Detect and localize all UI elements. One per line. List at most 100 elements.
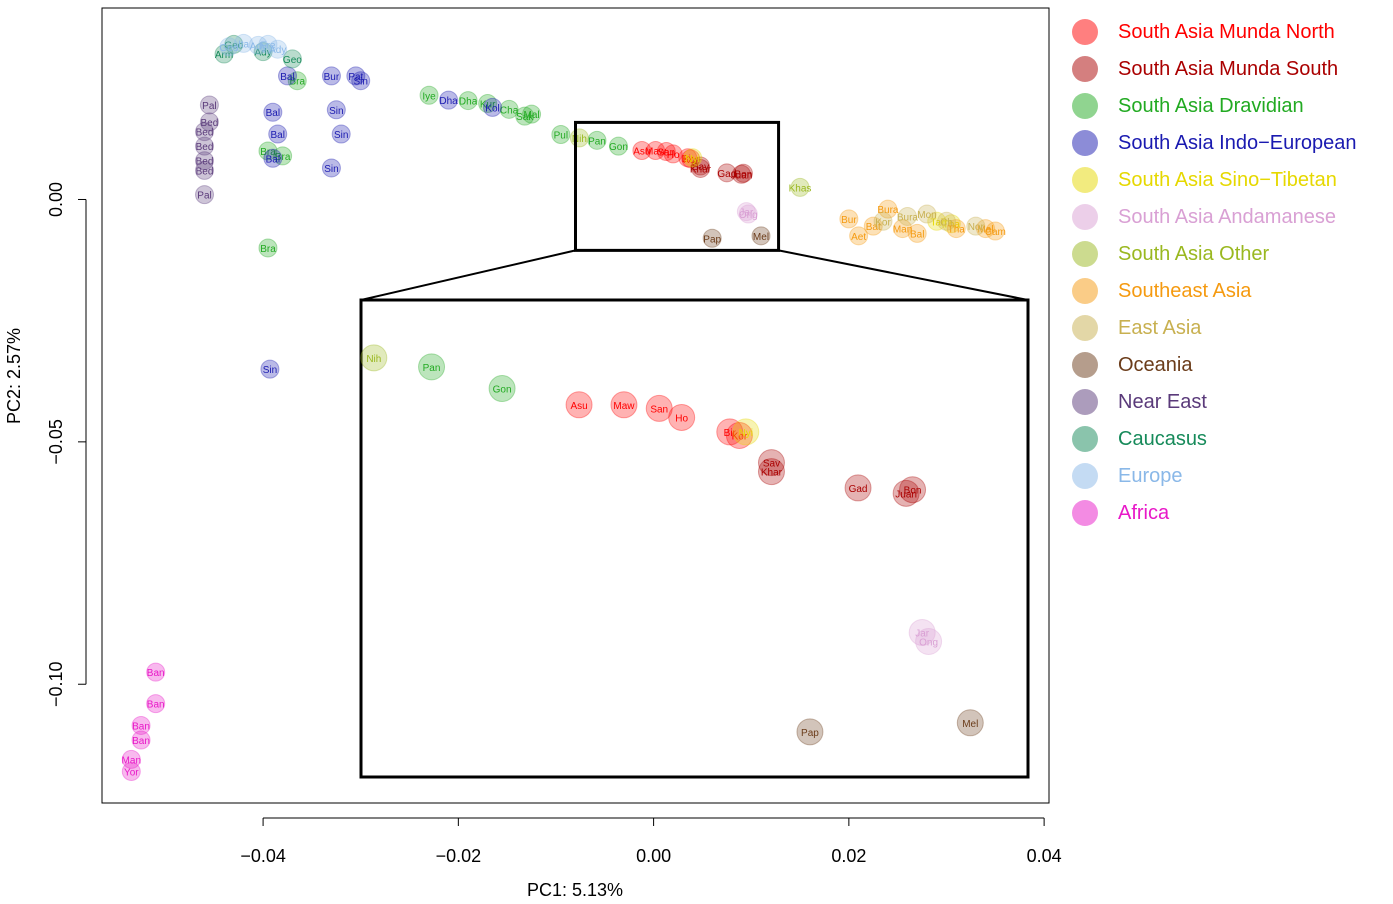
- point-marker: [195, 160, 215, 180]
- point-marker: [195, 136, 215, 156]
- zoom-inset-box: [359, 298, 1030, 779]
- legend-label: Caucasus: [1118, 428, 1207, 450]
- point-marker: [260, 359, 280, 379]
- inset-point-label: Nyi: [739, 428, 753, 439]
- data-point: Man: [893, 219, 912, 239]
- inset-data-point: Sav: [757, 449, 785, 477]
- data-point: Sav: [690, 156, 710, 176]
- point-label: Sin: [324, 164, 338, 175]
- data-point: Khas: [789, 177, 811, 197]
- inset-data-point: Khar: [757, 458, 785, 486]
- data-point: Gon: [608, 136, 628, 156]
- inset-point-marker: [610, 391, 638, 419]
- point-label: Iye: [422, 91, 436, 102]
- point-marker: [656, 141, 676, 161]
- inset-data-point: Maw: [610, 391, 638, 419]
- legend-swatch: [1072, 241, 1098, 267]
- point-marker: [683, 148, 703, 168]
- point-marker: [219, 37, 239, 57]
- inset-point-label: Bon: [904, 486, 922, 497]
- legend-label: Africa: [1118, 502, 1170, 524]
- data-point: Bura: [897, 206, 919, 226]
- point-label: Sin: [263, 365, 277, 376]
- point-label: Bur: [324, 72, 340, 83]
- data-point: Gad: [717, 163, 737, 183]
- point-marker: [738, 204, 758, 224]
- legend-item: Near East: [1068, 384, 1388, 421]
- point-marker: [646, 141, 666, 161]
- x-tick-label: 0.02: [831, 846, 866, 866]
- data-point: Bed: [195, 122, 215, 142]
- point-marker: [131, 715, 151, 735]
- data-point: Kol: [483, 97, 503, 117]
- point-label: Geo: [224, 40, 243, 51]
- data-point: Ban: [146, 694, 166, 714]
- data-point: Yor: [121, 761, 141, 781]
- point-label: Kur: [480, 99, 496, 110]
- inset-data-point: Ho: [668, 403, 696, 431]
- point-marker: [321, 158, 341, 178]
- point-label: Bra: [260, 244, 276, 255]
- point-marker: [515, 106, 535, 126]
- point-marker: [277, 66, 297, 86]
- legend-label: South Asia Indo−European: [1118, 132, 1357, 154]
- point-marker: [733, 163, 753, 183]
- point-label: Khar: [690, 164, 712, 175]
- point-marker: [690, 158, 710, 178]
- point-label: Pal: [202, 101, 216, 112]
- point-marker: [587, 130, 607, 150]
- data-point: San: [656, 141, 676, 161]
- legend-item: South Asia Andamanese: [1068, 199, 1388, 236]
- inset-point-marker: [757, 449, 785, 477]
- point-marker: [839, 209, 859, 229]
- data-point: Sin: [351, 71, 371, 91]
- inset-point-label: Juan: [895, 489, 917, 500]
- inset-point-label: Gon: [493, 385, 512, 396]
- inset-point-marker: [488, 375, 516, 403]
- legend-item: Oceania: [1068, 347, 1388, 384]
- point-marker: [632, 141, 652, 161]
- point-label: Dha: [459, 97, 478, 108]
- point-label: Mel: [753, 232, 769, 243]
- inset-point-label: Gad: [849, 484, 868, 495]
- inset-data-point: Gad: [844, 474, 872, 502]
- point-marker: [258, 238, 278, 258]
- data-point: Sin: [331, 124, 351, 144]
- legend-label: South Asia Other: [1118, 243, 1270, 265]
- point-marker: [736, 202, 756, 222]
- point-marker: [263, 148, 283, 168]
- point-label: Kol: [485, 103, 499, 114]
- data-point: Bed: [195, 160, 215, 180]
- point-label: Bat: [866, 222, 881, 233]
- point-marker: [287, 71, 307, 91]
- inset-point-label: Mel: [962, 719, 978, 730]
- point-label: Gon: [609, 142, 628, 153]
- point-marker: [346, 66, 366, 86]
- inset-point-label: Bir: [724, 428, 737, 439]
- point-label: Yor: [124, 767, 139, 778]
- point-marker: [131, 730, 151, 750]
- legend-item: South Asia Sino−Tibetan: [1068, 162, 1388, 199]
- legend-item: Africa: [1068, 495, 1388, 532]
- point-label: Man: [122, 755, 141, 766]
- data-point: Kor: [873, 211, 893, 231]
- data-point: Nor: [966, 216, 986, 236]
- point-label: Dha: [439, 96, 458, 107]
- point-marker: [258, 141, 278, 161]
- data-point: Bur: [839, 209, 859, 229]
- data-point: Pan: [587, 130, 607, 150]
- legend-swatch: [1072, 463, 1098, 489]
- data-point: Nyi: [683, 148, 703, 168]
- legend-swatch: [1072, 352, 1098, 378]
- point-label: Bura: [897, 212, 919, 223]
- point-label: Arm: [215, 50, 233, 61]
- data-point: Juan: [731, 164, 752, 184]
- y-tick-label: 0.00: [46, 182, 66, 217]
- x-tick-label: 0.00: [636, 846, 671, 866]
- point-marker: [936, 211, 956, 231]
- point-marker: [321, 66, 341, 86]
- inset-point-label: Nih: [366, 354, 381, 365]
- point-marker: [907, 223, 927, 243]
